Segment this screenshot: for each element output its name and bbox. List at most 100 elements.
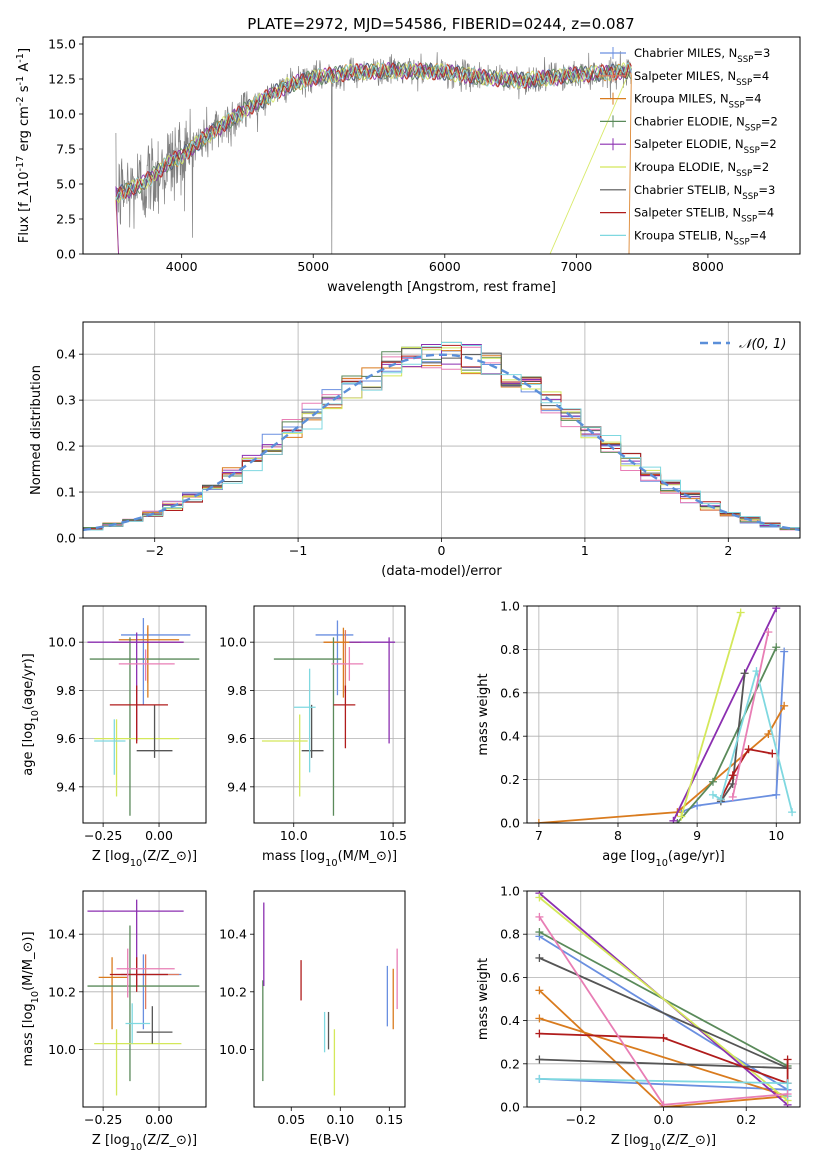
axes-frame bbox=[82, 605, 207, 824]
errorbar-point bbox=[118, 625, 180, 698]
plot-area bbox=[534, 606, 797, 823]
residuals-legend: 𝒩(0, 1) bbox=[700, 337, 786, 352]
axes-frame bbox=[526, 605, 801, 824]
weight-series bbox=[677, 608, 745, 821]
errorbar-point bbox=[136, 704, 173, 758]
y-tick-label: 9.4 bbox=[56, 779, 76, 794]
axes-frame bbox=[253, 605, 406, 824]
grid-lines bbox=[83, 606, 206, 823]
y-tick-label: 15.0 bbox=[48, 37, 76, 52]
residual-histogram-step bbox=[83, 342, 800, 538]
x-tick-label: 6000 bbox=[429, 259, 461, 274]
weight-series bbox=[728, 628, 773, 801]
y-axis-label: mass weight bbox=[476, 673, 491, 755]
y-tick-label: 9.6 bbox=[227, 731, 247, 746]
y-axis-label: age [log10(age/yr)] bbox=[21, 653, 41, 776]
legend-entry-label: Salpeter MILES, NSSP=4 bbox=[634, 69, 769, 88]
x-axis-label: E(B-V) bbox=[309, 1133, 349, 1148]
weight-series-line bbox=[680, 612, 742, 817]
mass-vs-ebv-panel: 0.05 0.10 0.15 10.0 10.2 10.4 E(B-V) bbox=[219, 890, 406, 1148]
errorbar-point bbox=[315, 620, 354, 696]
errorbar-point bbox=[98, 957, 128, 1030]
axes-frame bbox=[82, 36, 801, 255]
x-tick-label: 7 bbox=[535, 828, 543, 843]
y-tick-label: 5.0 bbox=[56, 177, 76, 192]
y-axis-label: Flux [f_λ10-17 erg cm-2 s-1 A-1] bbox=[15, 48, 33, 243]
legend-entry-label: Kroupa MILES, NSSP=4 bbox=[634, 92, 762, 111]
y-tick-label: 1.0 bbox=[500, 884, 520, 899]
legend-entry-label: Kroupa ELODIE, NSSP=2 bbox=[634, 160, 769, 179]
y-tick-label: 12.5 bbox=[48, 72, 76, 87]
legend-entry-label: Chabrier STELIB, NSSP=3 bbox=[634, 183, 775, 202]
weight-series-line bbox=[538, 989, 788, 1107]
weight-series bbox=[535, 912, 792, 1107]
y-tick-label: 10.0 bbox=[48, 1042, 76, 1057]
legend-entry-label: Salpeter ELODIE, NSSP=2 bbox=[634, 137, 777, 156]
errorbar-point bbox=[125, 1003, 151, 1044]
errorbar-point bbox=[136, 1006, 173, 1044]
y-tick-label: 9.6 bbox=[56, 731, 76, 746]
y-tick-label: 10.2 bbox=[48, 984, 76, 999]
x-tick-label: −2 bbox=[145, 543, 163, 558]
x-axis-label: wavelength [Angstrom, rest frame] bbox=[327, 280, 556, 295]
y-tick-label: 0.2 bbox=[500, 772, 520, 787]
y-tick-label: 0.1 bbox=[56, 485, 76, 500]
weight-series bbox=[708, 667, 797, 817]
y-tick-label: 10.0 bbox=[219, 1042, 247, 1057]
y-tick-label: 0.6 bbox=[500, 685, 520, 700]
y-tick-label: 0.0 bbox=[500, 816, 520, 831]
x-tick-label: 10.0 bbox=[280, 828, 308, 843]
x-tick-label: 0.10 bbox=[326, 1112, 354, 1127]
legend-entry-label: Salpeter STELIB, NSSP=4 bbox=[634, 206, 774, 225]
errorbar-point bbox=[261, 714, 308, 797]
weight-series-line bbox=[731, 631, 770, 798]
figure-title: PLATE=2972, MJD=54586, FIBERID=0244, z=0… bbox=[247, 15, 634, 33]
grid-lines bbox=[527, 605, 800, 824]
x-tick-label: 5000 bbox=[297, 259, 329, 274]
x-tick-label: −0.25 bbox=[84, 828, 122, 843]
plot-area bbox=[87, 618, 200, 816]
x-tick-label: 8 bbox=[614, 828, 622, 843]
model-spectrum-line bbox=[115, 62, 632, 199]
model-spectrum-line bbox=[115, 62, 632, 195]
errorbar-point bbox=[323, 627, 362, 698]
y-axis-label: mass weight bbox=[476, 958, 491, 1040]
weight-series bbox=[716, 669, 749, 806]
errorbar-point bbox=[94, 719, 126, 775]
y-axis-label: mass [log10(M/M_⊙)] bbox=[21, 931, 41, 1066]
errorbar-point bbox=[109, 957, 168, 992]
plot-area bbox=[262, 902, 398, 1096]
legend-entry-label: Chabrier ELODIE, NSSP=2 bbox=[634, 114, 778, 133]
errorbar-point bbox=[87, 632, 184, 742]
errorbar-point bbox=[94, 1029, 182, 1096]
age-vs-metallicity-panel: −0.25 0.00 9.4 9.6 9.8 10.0 Z [log10(Z/Z_⊙)] ag… bbox=[21, 605, 207, 869]
errorbar-point bbox=[293, 668, 316, 773]
x-tick-label: −1 bbox=[289, 543, 307, 558]
x-tick-label: 0.00 bbox=[145, 1112, 173, 1127]
errorbar-point bbox=[89, 637, 200, 816]
y-tick-label: 0.4 bbox=[500, 1013, 520, 1028]
errorbar-point bbox=[116, 948, 175, 998]
errorbar-point bbox=[333, 685, 356, 749]
y-tick-label: 0.3 bbox=[56, 393, 76, 408]
y-tick-label: 0.4 bbox=[56, 347, 76, 362]
y-tick-label: 0.0 bbox=[56, 247, 76, 262]
plot-area bbox=[83, 341, 800, 538]
weight-series-line bbox=[539, 1032, 789, 1085]
x-tick-label: 8000 bbox=[692, 259, 724, 274]
spectrum-legend: Chabrier MILES, NSSP=3 Salpeter MILES, NS… bbox=[600, 46, 778, 247]
x-tick-label: 1 bbox=[581, 543, 589, 558]
legend-entry-label: Chabrier MILES, NSSP=3 bbox=[634, 46, 770, 65]
x-tick-label: 4000 bbox=[166, 259, 198, 274]
model-spectrum-line bbox=[115, 62, 632, 201]
grid-lines bbox=[254, 606, 405, 823]
plot-area bbox=[535, 891, 792, 1107]
errorbar-point bbox=[118, 649, 175, 681]
x-tick-label: −0.25 bbox=[84, 1112, 122, 1127]
errorbar-point bbox=[121, 618, 191, 705]
x-axis-label: Z [log10(Z/Z_⊙)] bbox=[92, 1133, 197, 1153]
y-tick-label: 0.4 bbox=[500, 729, 520, 744]
y-tick-label: 10.4 bbox=[48, 927, 76, 942]
x-tick-label: 0.05 bbox=[277, 1112, 305, 1127]
y-tick-label: 0.2 bbox=[56, 439, 76, 454]
